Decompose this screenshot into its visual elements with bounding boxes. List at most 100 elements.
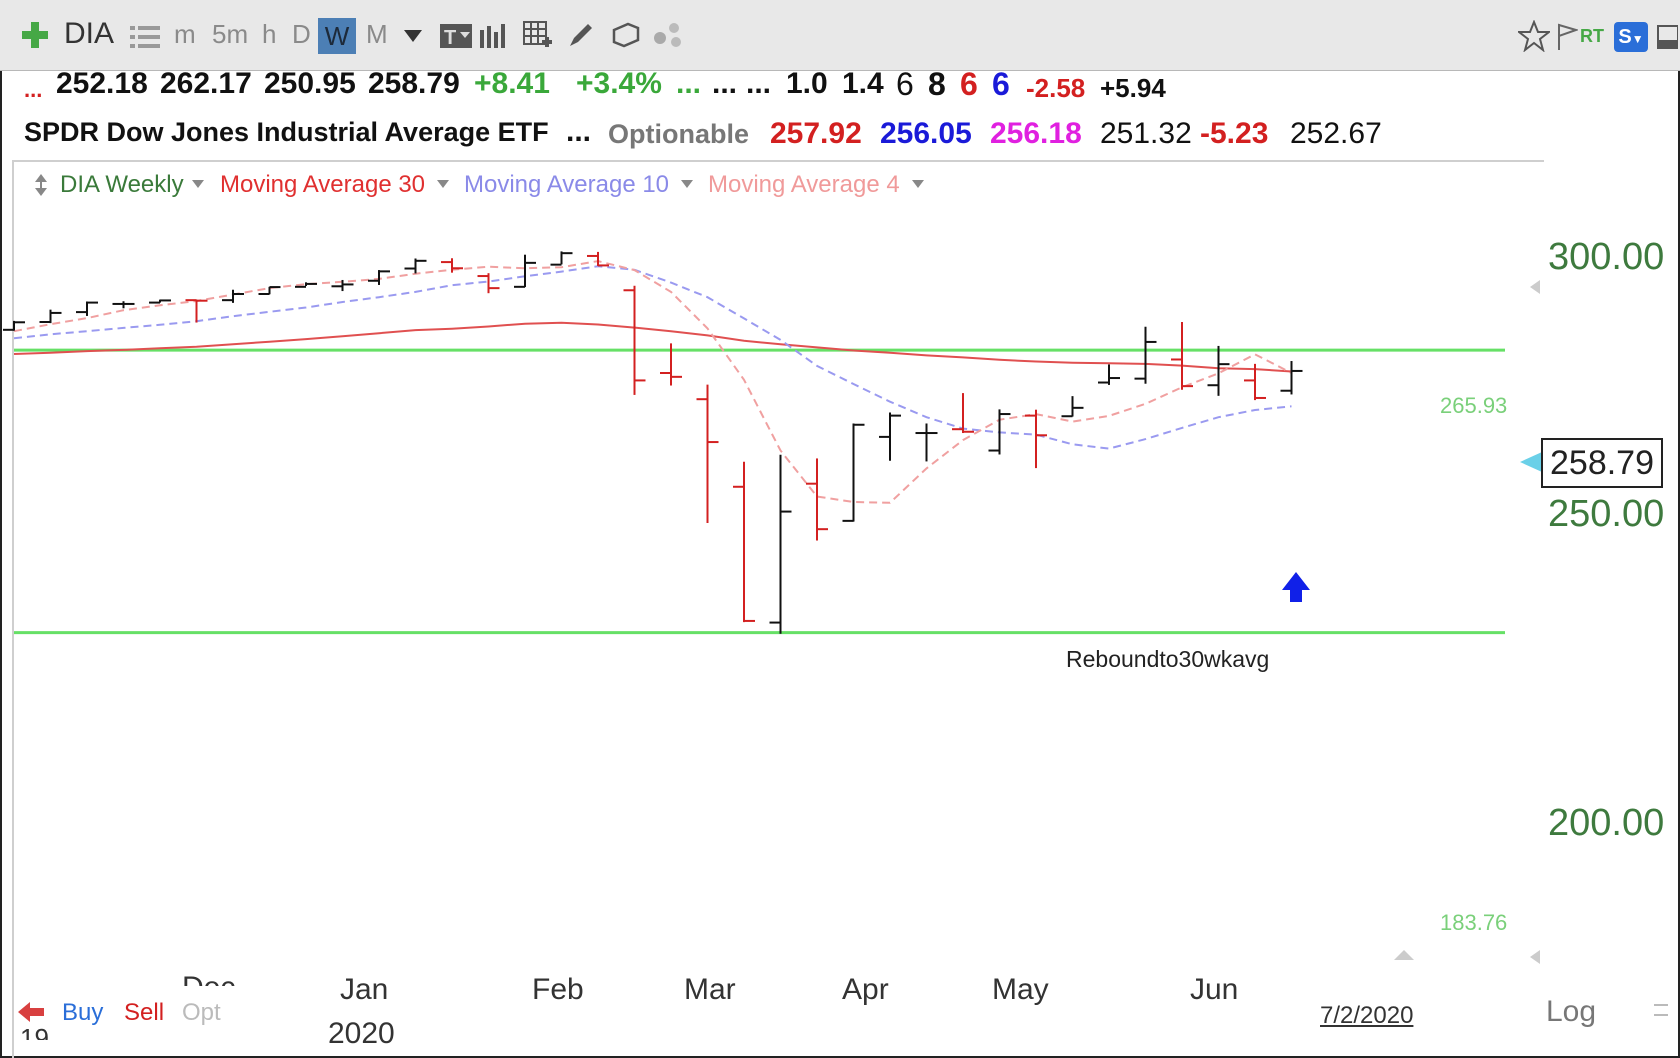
symbol-label[interactable]: DIA [64,17,115,50]
interval-d[interactable]: D [292,19,311,49]
ohlc-bar [1061,396,1084,418]
ohlc-bar [733,461,755,623]
log-scale-toggle[interactable]: Log [1546,995,1597,1028]
quote-v2: 1.4 [842,67,884,100]
x-tick-jun: Jun [1190,973,1239,1006]
quote-pos: +5.94 [1100,73,1166,103]
scroll-marker-bottom-icon [1530,950,1540,964]
interval-5m[interactable]: 5m [212,19,249,49]
ohlc-bar [879,412,901,461]
security-name: SPDR Dow Jones Industrial Average ETF [24,117,549,147]
ohlc-bar [222,289,244,303]
quote-p5: -5.23 [1200,117,1269,150]
y-tick-200: 200.00 [1548,802,1665,844]
updown-arrows-icon[interactable] [34,174,48,196]
quote-filler-2: ... [712,67,738,100]
ohlc-bar [1098,364,1120,385]
legend-ma30[interactable]: Moving Average 30 [220,171,426,198]
ohlc-bar [915,423,938,462]
quote-p1: 257.92 [770,117,862,150]
trade-arrows-icon[interactable] [16,998,46,1024]
ohlc-bar [1025,409,1047,469]
window-icon[interactable] [1656,22,1678,52]
optionable-label: Optionable [608,119,749,149]
legend-main-dropdown-icon[interactable] [192,180,204,188]
sell-button[interactable]: Sell [124,999,165,1026]
interval-h[interactable]: h [262,19,277,49]
interval-w-selected[interactable]: W [318,18,356,54]
legend-ma30-dropdown-icon[interactable] [437,180,449,188]
ohlc-bar [331,279,354,292]
quote-n3: 6 [960,66,978,102]
ohlc-bar [1134,326,1157,384]
list-icon[interactable] [130,24,160,50]
share-icon[interactable] [652,20,684,50]
quote-filler-1: ... [676,67,702,100]
quote-n4: 6 [992,66,1010,102]
ohlc-bar [112,301,135,309]
ma10-line [13,265,1292,450]
pencil-icon[interactable] [566,20,596,50]
dropdown-arrow-icon[interactable] [404,30,422,42]
ohlc-bar [623,285,646,395]
ohlc-bar [988,409,1011,455]
screener-caret-icon: ▼ [1631,32,1644,46]
scroll-up-icon [1394,950,1414,960]
quote-neg: -2.58 [1026,73,1086,103]
x-prev-year-label: 19 [20,1023,49,1040]
flag-icon[interactable] [1556,22,1578,52]
x-tick-mar: Mar [684,973,736,1006]
legend-ma10[interactable]: Moving Average 10 [464,171,670,198]
buy-button[interactable]: Buy [62,999,104,1026]
y-tick-250: 250.00 [1548,493,1665,535]
x-tick-jan: Jan [340,973,389,1006]
grid-icon[interactable] [522,20,554,52]
ohlc-bar [1207,345,1230,396]
quote-open: 252.18 [56,67,148,100]
add-symbol-icon[interactable] [20,20,50,50]
x-year-label: 2020 [328,1017,395,1050]
legend-ma4[interactable]: Moving Average 4 [708,171,900,198]
quote-change-pct: +3.4% [576,67,662,100]
legend-main-series[interactable]: DIA Weekly [60,171,184,198]
tag-icon[interactable] [610,20,642,50]
ohlc-bar [1244,363,1266,401]
ohlc-bar [441,258,463,273]
quote-p3: 256.18 [990,117,1082,150]
interval-monthly[interactable]: M [366,19,388,49]
quote-close: 258.79 [368,67,460,100]
ma30-line [13,321,1292,373]
ohlc-bar [587,251,609,267]
ohlc-bar [39,309,62,324]
ohlc-bar [1280,361,1303,395]
quote-high: 262.17 [160,67,252,100]
screener-icon[interactable]: S▼ [1614,22,1648,52]
chart-top-divider [14,160,1544,162]
rt-icon[interactable]: RT [1580,26,1604,46]
chart-annotation: Reboundto30wkavg [1066,646,1270,672]
quote-p2: 256.05 [880,117,972,150]
interval-m[interactable]: m [174,19,196,49]
ohlc-bar [806,458,828,541]
opt-button[interactable]: Opt [182,999,221,1026]
legend-ma4-dropdown-icon[interactable] [912,180,924,188]
text-tool-icon[interactable]: T [440,22,472,50]
last-date-label[interactable]: 7/2/2020 [1320,1002,1414,1029]
quote-p6: 252.67 [1290,117,1382,150]
ohlc-bar [477,273,500,294]
level-label-low: 183.76 [1440,910,1508,935]
legend-ma10-dropdown-icon[interactable] [681,180,693,188]
level-label-high: 265.93 [1440,393,1508,418]
ohlc-bar [514,254,536,288]
star-icon[interactable] [1518,20,1550,52]
quote-low: 250.95 [264,67,356,100]
ohlc-bar [769,454,792,634]
quote-v1: 1.0 [786,67,828,100]
scale-menu-icon[interactable] [1654,1004,1668,1016]
ohlc-bar [185,299,208,323]
quote-n1: 6 [896,66,914,102]
last-price-box: 258.79 [1541,438,1663,488]
x-tick-may: May [992,973,1049,1006]
bar-style-icon[interactable] [478,22,508,50]
